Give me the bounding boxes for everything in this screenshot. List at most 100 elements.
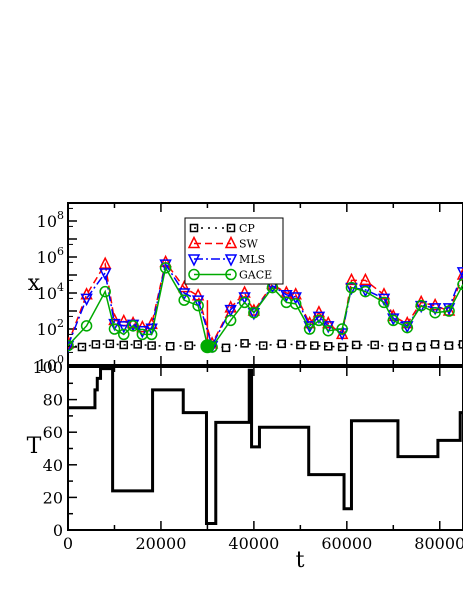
bottom-axes-frame — [67, 366, 463, 531]
top-y-tick-label: 104 — [37, 281, 64, 303]
point-gace — [238, 296, 251, 309]
point-gace — [322, 324, 334, 337]
point-cp — [370, 340, 379, 350]
point-cp — [351, 340, 361, 350]
point-cp — [402, 342, 412, 351]
top-plot-area — [68, 254, 463, 354]
point-cp — [337, 342, 347, 352]
point-gace — [401, 321, 413, 334]
bottom-plot-area — [68, 367, 463, 525]
bottom-y-axis-label: T — [27, 434, 42, 459]
point-cp — [310, 341, 319, 350]
bottom-y-tick-label: 60 — [43, 423, 63, 442]
point-mls — [68, 340, 75, 354]
point-cp — [277, 339, 287, 349]
legend-label-cp: CP — [239, 222, 255, 235]
point-cp — [91, 340, 101, 349]
bottom-y-tick-label: 100 — [32, 358, 63, 377]
point-mls — [387, 313, 400, 326]
point-mls — [117, 321, 130, 334]
point-gace — [303, 323, 316, 335]
top-axes: 100 102 104 106 108 — [37, 202, 463, 375]
bottom-y-tick-label: 0 — [53, 521, 63, 540]
point-cp — [240, 339, 249, 348]
point-gace — [289, 298, 302, 310]
point-gace — [118, 328, 130, 341]
point-sw — [177, 279, 191, 293]
legend-marker-sw — [187, 235, 201, 249]
legend-marker-gace — [188, 268, 200, 281]
point-mls — [98, 268, 112, 281]
point-cp — [77, 342, 87, 352]
point-mls — [224, 304, 237, 318]
point-sw — [126, 315, 140, 329]
point-cp — [133, 340, 142, 349]
point-gace — [429, 306, 441, 319]
point-cluster-gace — [200, 339, 215, 354]
top-y-tick-label: 100 — [37, 353, 64, 375]
point-gace — [145, 328, 158, 341]
point-sw — [345, 272, 358, 286]
point-cp — [416, 342, 426, 352]
point-gace — [345, 281, 358, 294]
x-axis-label: t — [296, 548, 305, 573]
series-line-mls — [68, 262, 463, 348]
point-gace — [99, 285, 111, 298]
legend-marker-sw — [224, 235, 238, 249]
point-cp — [430, 340, 440, 349]
point-gace — [387, 314, 400, 327]
point-gace — [313, 314, 325, 327]
point-gace — [378, 296, 390, 309]
legend-marker-mls — [224, 254, 238, 267]
point-gace — [178, 294, 190, 306]
point-mls — [289, 292, 302, 305]
point-cp — [323, 342, 333, 351]
point-mls — [377, 293, 391, 307]
point-mls — [247, 307, 261, 321]
point-sw — [98, 256, 112, 269]
point-gace — [248, 306, 260, 319]
point-mls — [280, 289, 293, 303]
top-axes-frame — [67, 202, 463, 366]
legend: CP SW MLS GACE — [184, 217, 284, 285]
point-sw — [359, 272, 372, 286]
point-gace — [159, 262, 172, 274]
point-sw — [428, 297, 442, 311]
legend-marker-cp — [189, 223, 199, 233]
point-gace — [108, 323, 121, 335]
point-mls — [80, 293, 93, 307]
x-tick-label: 60000 — [321, 534, 372, 553]
point-gace — [457, 278, 463, 291]
bottom-y-tick-label: 20 — [43, 488, 63, 507]
top-y-tick-label: 108 — [37, 209, 64, 231]
series-line-gace — [68, 265, 463, 348]
point-mls — [159, 259, 172, 272]
legend-marker-mls — [187, 254, 201, 267]
x-tick-label: 40000 — [228, 534, 279, 553]
point-gace — [127, 320, 139, 332]
legend-marker-gace — [225, 268, 237, 281]
point-cp — [296, 340, 305, 350]
top-y-tick-label: 106 — [37, 245, 64, 267]
x-tick-label: 0 — [63, 534, 73, 553]
point-mls — [312, 311, 326, 325]
bottom-y-tick-label: 80 — [43, 391, 63, 410]
point-cp — [119, 340, 129, 350]
point-cp — [105, 339, 115, 349]
x-tick-label: 20000 — [135, 534, 186, 553]
point-cp — [458, 340, 463, 349]
point-mls — [456, 267, 463, 280]
point-gace — [443, 305, 455, 317]
bottom-y-tick-label: 40 — [43, 456, 63, 475]
point-cp — [147, 341, 156, 350]
legend-label-mls: MLS — [239, 253, 265, 266]
top-y-tick-label: 102 — [37, 317, 64, 339]
point-gace — [68, 339, 74, 352]
point-cp — [165, 342, 175, 351]
legend-label-gace: GACE — [239, 269, 272, 282]
top-y-axis-label: x — [28, 271, 41, 296]
point-cp — [389, 342, 398, 352]
point-cp — [258, 341, 268, 350]
legend-marker-cp — [226, 223, 236, 233]
